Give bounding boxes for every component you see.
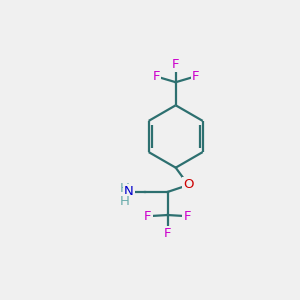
Text: F: F <box>184 210 191 223</box>
Text: F: F <box>144 210 152 223</box>
Text: H: H <box>119 182 129 195</box>
Text: F: F <box>172 58 179 71</box>
Text: O: O <box>183 178 194 191</box>
Text: F: F <box>164 227 171 240</box>
Text: H: H <box>119 195 129 208</box>
Text: F: F <box>152 70 160 83</box>
Text: F: F <box>192 70 199 83</box>
Text: N: N <box>124 185 134 198</box>
